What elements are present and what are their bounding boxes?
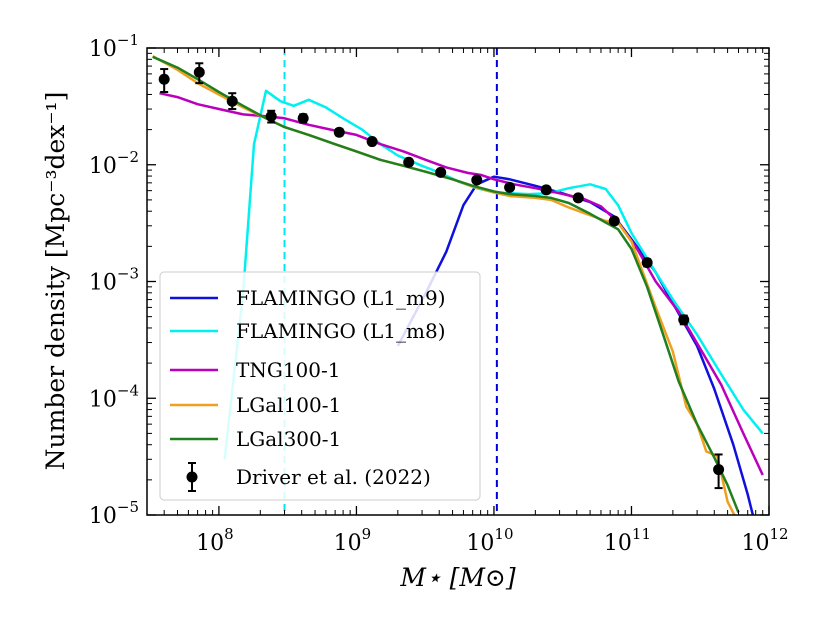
observation-marker bbox=[471, 174, 483, 186]
observation-marker bbox=[608, 215, 620, 227]
y-tick-exponent: −3 bbox=[117, 265, 139, 283]
legend-label-flamingo-l1-m8: FLAMINGO (L1_m8) bbox=[236, 319, 446, 343]
observation-marker bbox=[540, 184, 552, 196]
x-tick-label: 109 bbox=[334, 525, 372, 556]
x-tick-exponent: 10 bbox=[494, 525, 513, 543]
observation-point bbox=[403, 156, 415, 168]
observation-point bbox=[641, 257, 653, 269]
observation-point bbox=[540, 184, 552, 196]
y-tick-exponent: −2 bbox=[117, 148, 139, 166]
x-tick-exponent: 11 bbox=[632, 525, 651, 543]
observation-point bbox=[158, 68, 170, 93]
observation-marker bbox=[193, 66, 205, 78]
y-axis-label-text: Number density [Mpc⁻³dex⁻¹] bbox=[41, 92, 70, 471]
plot-data-layer bbox=[152, 48, 764, 515]
legend-frame bbox=[159, 271, 481, 501]
y-tick-exponent: −1 bbox=[117, 31, 139, 49]
observation-point bbox=[366, 136, 378, 148]
observation-point bbox=[713, 453, 725, 490]
observation-point bbox=[678, 314, 690, 326]
legend-marker-driver bbox=[186, 471, 198, 483]
y-tick-exponent: −5 bbox=[117, 498, 139, 516]
x-tick-exponent: 12 bbox=[769, 525, 788, 543]
y-tick-exponent: −4 bbox=[117, 381, 139, 399]
y-tick-base: 10 bbox=[89, 271, 117, 296]
observation-marker bbox=[403, 156, 415, 168]
observation-marker bbox=[265, 110, 277, 122]
observation-point bbox=[226, 92, 238, 111]
y-tick-label: 10−3 bbox=[89, 265, 139, 296]
y-tick-base: 10 bbox=[89, 504, 117, 529]
x-tick-base: 10 bbox=[741, 531, 769, 556]
observation-marker bbox=[226, 95, 238, 107]
y-tick-base: 10 bbox=[89, 154, 117, 179]
observation-point bbox=[572, 192, 584, 204]
observation-point bbox=[504, 181, 516, 193]
legend-label-flamingo-l1-m9: FLAMINGO (L1_m9) bbox=[236, 286, 446, 310]
x-tick-label: 108 bbox=[196, 525, 234, 556]
x-tick-base: 10 bbox=[604, 531, 632, 556]
observation-marker bbox=[297, 112, 309, 124]
observation-point bbox=[193, 62, 205, 85]
observation-marker bbox=[158, 73, 170, 85]
y-tick-label: 10−5 bbox=[89, 498, 139, 529]
observation-marker bbox=[678, 314, 690, 326]
legend-label-lgal100-1: LGal100-1 bbox=[236, 393, 341, 417]
observation-marker bbox=[641, 257, 653, 269]
x-tick-exponent: 8 bbox=[224, 525, 234, 543]
observation-marker bbox=[572, 192, 584, 204]
series-line-lgal300-1 bbox=[152, 55, 740, 513]
observation-marker bbox=[333, 126, 345, 138]
observation-point bbox=[333, 126, 345, 138]
x-axis-label: M⋆ [M⊙] bbox=[399, 563, 515, 592]
observation-marker bbox=[713, 464, 725, 476]
y-tick-base: 10 bbox=[89, 37, 117, 62]
observation-marker bbox=[435, 166, 447, 178]
x-tick-label: 1012 bbox=[741, 525, 788, 556]
x-tick-exponent: 9 bbox=[362, 525, 372, 543]
legend-label-driver: Driver et al. (2022) bbox=[236, 465, 431, 489]
observation-point bbox=[435, 166, 447, 178]
y-tick-base: 10 bbox=[89, 387, 117, 412]
y-tick-label: 10−4 bbox=[89, 381, 139, 412]
legend-label-tng100-1: TNG100-1 bbox=[236, 358, 340, 382]
x-tick-base: 10 bbox=[466, 531, 494, 556]
x-tick-label: 1010 bbox=[466, 525, 513, 556]
x-tick-base: 10 bbox=[334, 531, 362, 556]
y-tick-label: 10−1 bbox=[89, 31, 139, 62]
legend-label-lgal300-1: LGal300-1 bbox=[236, 427, 341, 451]
observation-point bbox=[297, 112, 309, 124]
observation-marker bbox=[504, 181, 516, 193]
observation-marker bbox=[366, 136, 378, 148]
legend: FLAMINGO (L1_m9) FLAMINGO (L1_m8) TNG100… bbox=[159, 271, 481, 501]
y-axis-label: Number density [Mpc⁻³dex⁻¹] bbox=[41, 92, 70, 471]
observation-point bbox=[265, 109, 277, 124]
x-axis-label-text: M⋆ [M⊙] bbox=[399, 563, 515, 592]
x-tick-label: 1011 bbox=[604, 525, 651, 556]
x-tick-base: 10 bbox=[196, 531, 224, 556]
observation-point bbox=[471, 174, 483, 186]
observation-point bbox=[608, 215, 620, 227]
y-tick-label: 10−2 bbox=[89, 148, 139, 179]
